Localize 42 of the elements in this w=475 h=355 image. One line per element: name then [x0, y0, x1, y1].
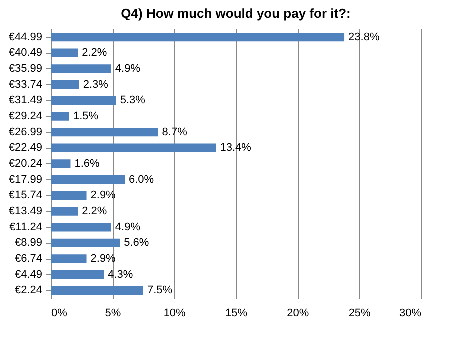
x-tick-label: 25% [348, 308, 372, 320]
y-tick-label: €35.99 [8, 62, 42, 75]
data-label: 8.7% [162, 126, 188, 138]
x-tick-label: 20% [287, 308, 310, 320]
data-label: 7.5% [148, 284, 173, 297]
data-label: 2.2% [82, 206, 108, 218]
data-label: 2.9% [90, 253, 116, 266]
y-tick-label: €44.99 [8, 31, 42, 44]
data-label: 4.9% [115, 62, 141, 75]
data-label: 6.0% [129, 174, 154, 186]
y-tick-label: €15.74 [8, 190, 42, 202]
y-tick-label: €4.49 [14, 268, 42, 281]
y-tick-label: €6.74 [14, 253, 42, 266]
y-tick-label: €2.24 [14, 284, 42, 297]
y-tick-label: €29.24 [8, 110, 42, 122]
data-label: 4.9% [115, 221, 141, 234]
y-tick-label: €26.99 [8, 126, 42, 138]
y-tick-label: €17.99 [8, 174, 42, 186]
x-tick-label: 15% [225, 308, 248, 320]
chart-title: Q4) How much would you pay for it?: [121, 6, 351, 21]
x-tick-label: 0% [52, 308, 68, 320]
data-label: 4.3% [108, 268, 134, 281]
data-label: 13.4% [220, 142, 252, 154]
data-label: 2.3% [83, 78, 109, 91]
data-label: 1.6% [74, 158, 100, 170]
y-tick-label: €31.49 [8, 94, 42, 107]
x-tick-label: 30% [399, 308, 422, 320]
data-label: 2.2% [82, 47, 108, 60]
x-tick-label: 10% [164, 308, 186, 320]
x-tick-label: 5% [105, 308, 122, 320]
y-tick-label: €40.49 [8, 47, 42, 60]
data-label: 5.3% [120, 94, 146, 107]
data-label: 2.9% [90, 190, 116, 202]
data-label: 23.8% [348, 31, 380, 44]
data-label: 1.5% [74, 110, 99, 122]
y-tick-label: €13.49 [8, 206, 42, 218]
y-tick-label: €20.24 [8, 158, 42, 170]
data-label: 5.6% [124, 237, 150, 250]
y-tick-label: €11.24 [10, 221, 42, 234]
y-tick-label: €33.74 [8, 78, 42, 91]
y-tick-label: €22.49 [8, 142, 42, 154]
y-tick-label: €8.99 [14, 237, 42, 250]
